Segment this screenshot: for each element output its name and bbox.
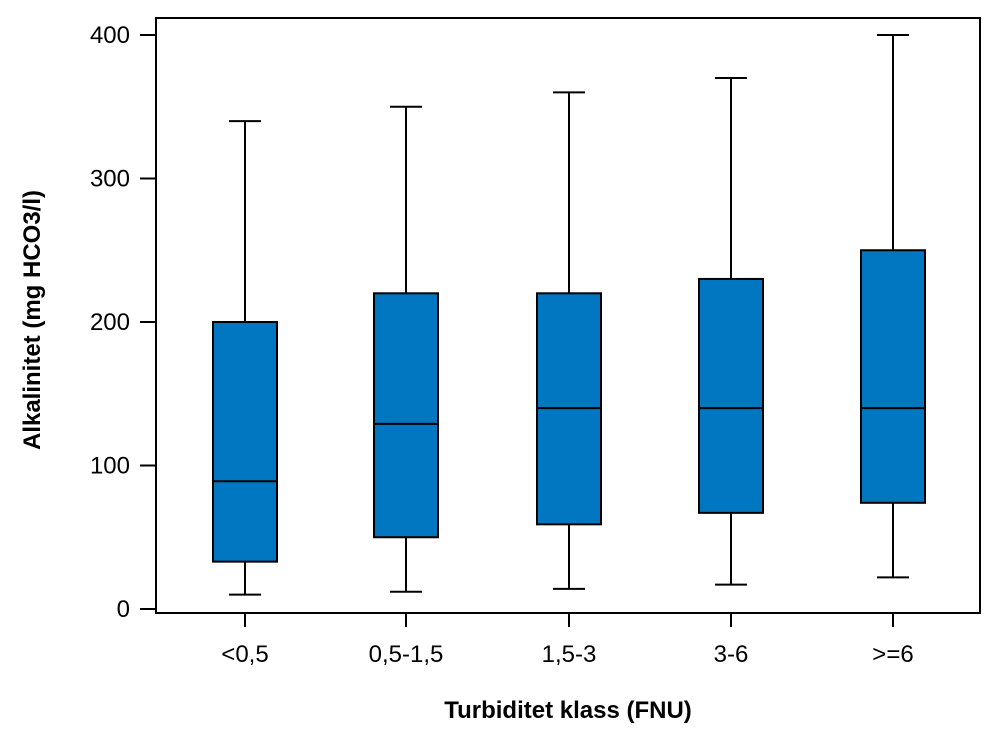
x-tick-label: 3-6 <box>714 641 749 668</box>
box-4 <box>698 77 764 586</box>
y-axis-title: Alkalinitet (mg HCO3/l) <box>19 190 46 450</box>
x-tick-label: <0,5 <box>221 641 268 668</box>
y-tick-label: 400 <box>90 22 130 49</box>
y-tick-label: 100 <box>90 453 130 480</box>
box-3 <box>536 91 602 590</box>
boxes-group <box>212 34 926 596</box>
x-axis-title: Turbiditet klass (FNU) <box>444 697 692 724</box>
box-5 <box>860 34 926 579</box>
x-axis: <0,5 0,5-1,5 1,5-3 3-6 >=6 <box>221 613 914 668</box>
box-1 <box>212 120 278 596</box>
y-tick-label: 300 <box>90 166 130 193</box>
box-2 <box>373 105 439 593</box>
iqr-box <box>212 321 278 563</box>
y-tick-label: 200 <box>90 309 130 336</box>
x-tick-label: 1,5-3 <box>542 641 597 668</box>
y-tick-label: 0 <box>117 596 130 623</box>
x-tick-label: >=6 <box>872 641 913 668</box>
iqr-box <box>860 249 926 504</box>
iqr-box <box>698 277 764 514</box>
y-axis: 0 100 200 300 400 <box>90 22 156 623</box>
iqr-box <box>373 292 439 539</box>
x-tick-label: 0,5-1,5 <box>369 641 444 668</box>
